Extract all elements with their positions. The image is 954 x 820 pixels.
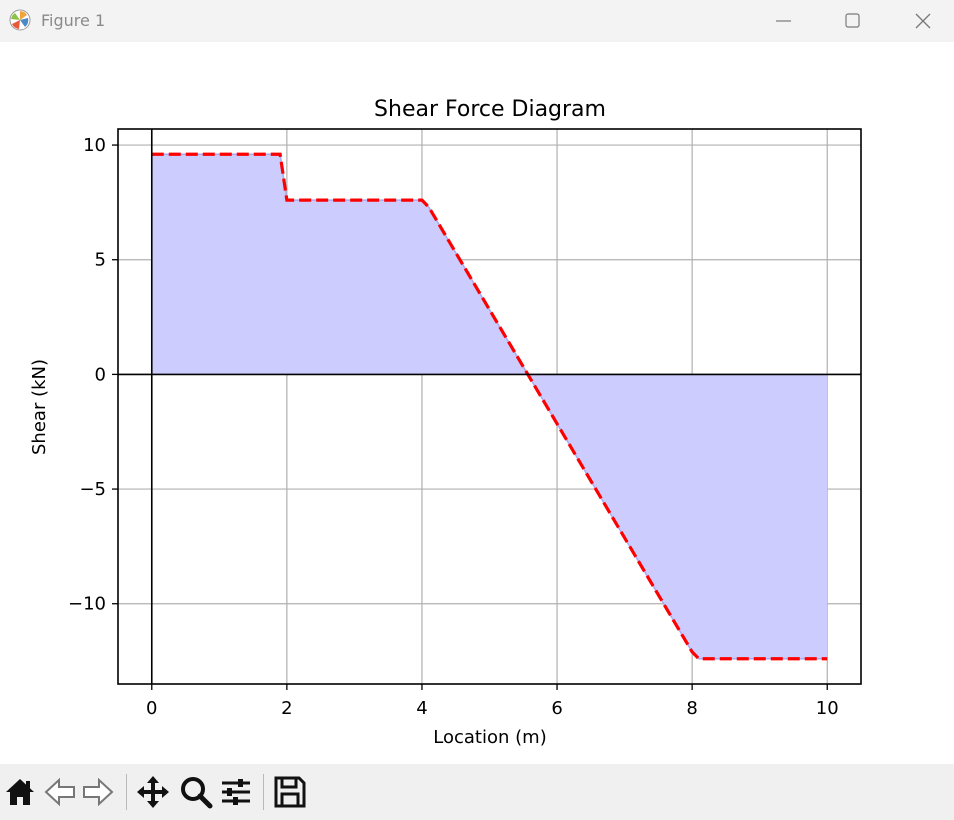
y-tick-label: 10 xyxy=(83,135,106,156)
minimize-button[interactable] xyxy=(760,0,806,42)
x-tick-label: 0 xyxy=(146,698,157,719)
configure-sliders-icon xyxy=(222,779,250,805)
axes-frame xyxy=(117,128,862,685)
close-button[interactable] xyxy=(900,0,946,42)
x-tick-label: 6 xyxy=(551,698,562,719)
x-tick-label: 8 xyxy=(686,698,697,719)
navigation-toolbar xyxy=(0,764,954,820)
title-bar[interactable]: Figure 1 xyxy=(0,0,954,42)
shear-fill-area xyxy=(151,154,828,659)
save-floppy-icon xyxy=(274,776,306,808)
pan-move-icon xyxy=(137,776,169,808)
x-tick-label: 10 xyxy=(816,698,839,719)
configure-subplots-button[interactable] xyxy=(218,774,254,810)
forward-button[interactable] xyxy=(80,774,116,810)
home-icon xyxy=(6,779,34,805)
chart-title: Shear Force Diagram xyxy=(374,97,606,122)
back-arrow-icon xyxy=(44,777,75,807)
minimize-icon xyxy=(776,20,791,22)
toolbar-separator xyxy=(263,774,264,810)
shear-line xyxy=(151,152,828,661)
pan-button[interactable] xyxy=(135,774,171,810)
y-tick-label: −5 xyxy=(79,479,106,500)
zoom-magnifier-icon xyxy=(181,777,213,809)
shear-force-chart: Shear Force Diagram Location (m) Shear (… xyxy=(29,97,862,748)
home-button[interactable] xyxy=(2,774,38,810)
x-tick-label: 2 xyxy=(281,698,292,719)
save-button[interactable] xyxy=(272,774,308,810)
window-title: Figure 1 xyxy=(41,11,106,30)
zoom-button[interactable] xyxy=(178,774,214,810)
maximize-button[interactable] xyxy=(829,0,875,42)
x-axis-label: Location (m) xyxy=(433,727,546,748)
toolbar-separator xyxy=(126,774,127,810)
back-button[interactable] xyxy=(42,774,78,810)
maximize-icon xyxy=(845,13,860,28)
figure-canvas[interactable]: Shear Force Diagram Location (m) Shear (… xyxy=(0,42,954,764)
forward-arrow-icon xyxy=(83,777,114,807)
y-axis-label: Shear (kN) xyxy=(29,359,50,455)
y-tick-label: 5 xyxy=(95,250,106,271)
y-tick-label: 0 xyxy=(95,364,106,385)
x-tick-label: 4 xyxy=(416,698,427,719)
y-tick-label: −10 xyxy=(68,594,106,615)
matplotlib-logo-icon xyxy=(9,9,31,31)
close-icon xyxy=(915,13,931,29)
